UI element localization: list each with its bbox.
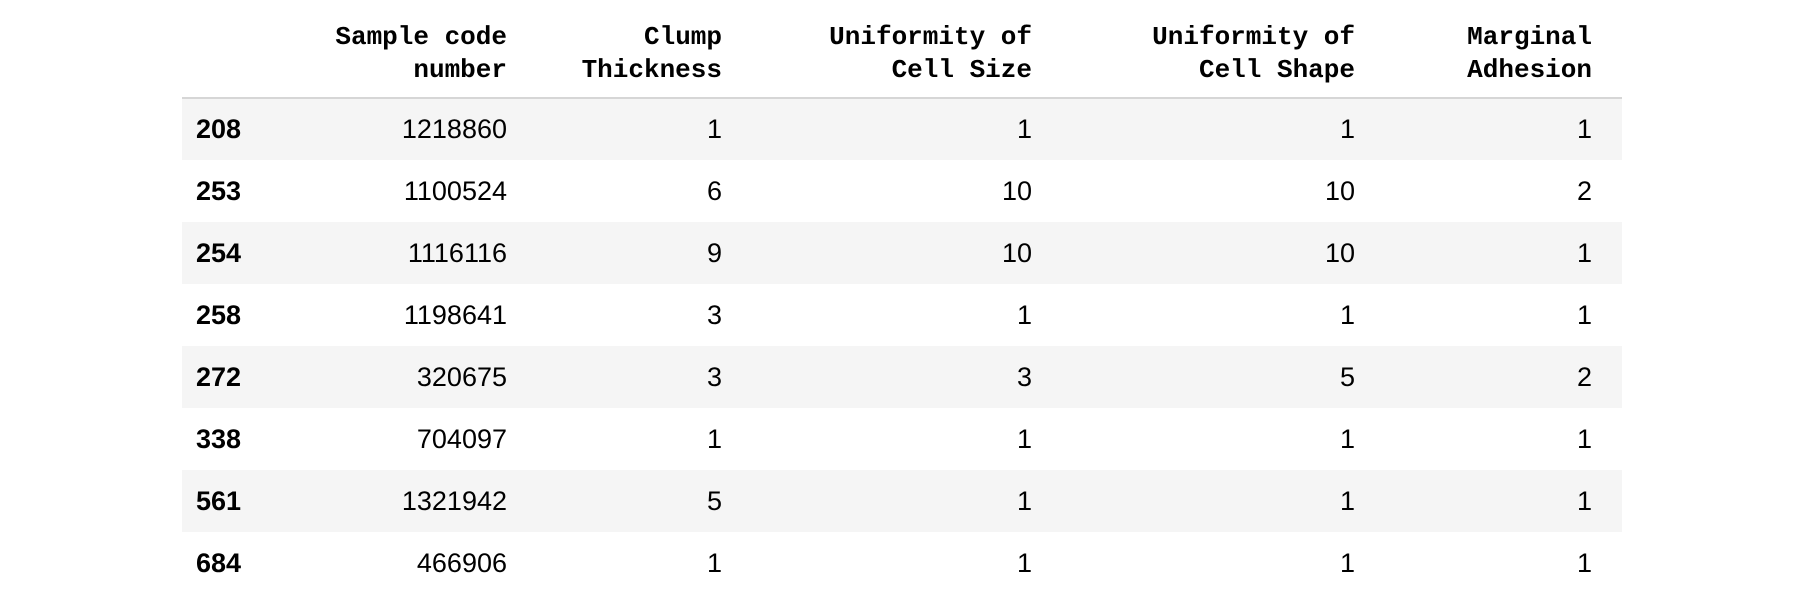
cell-uniformity-cell-shape: 10 — [1032, 160, 1355, 222]
table-row: 208 1218860 1 1 1 1 — [182, 98, 1622, 160]
cell-clump-thickness: 6 — [507, 160, 722, 222]
cell-uniformity-cell-size: 1 — [722, 98, 1032, 160]
table-body: 208 1218860 1 1 1 1 253 1100524 6 10 10 … — [182, 98, 1622, 594]
row-index: 258 — [182, 284, 264, 346]
column-header-uniformity-cell-shape: Uniformity of Cell Shape — [1032, 0, 1355, 99]
cell-uniformity-cell-shape: 10 — [1032, 222, 1355, 284]
header-line: Cell Size — [891, 55, 1032, 85]
cell-sample-code-number: 1100524 — [264, 160, 507, 222]
row-padding — [1592, 160, 1622, 222]
table-row: 684 466906 1 1 1 1 — [182, 532, 1622, 594]
cell-marginal-adhesion: 1 — [1355, 222, 1592, 284]
row-index: 561 — [182, 470, 264, 532]
column-header-clump-thickness: Clump Thickness — [507, 0, 722, 99]
row-padding — [1592, 532, 1622, 594]
row-index: 338 — [182, 408, 264, 470]
row-padding — [1592, 470, 1622, 532]
table-row: 272 320675 3 3 5 2 — [182, 346, 1622, 408]
row-padding — [1592, 346, 1622, 408]
header-line: Clump — [643, 22, 722, 52]
cell-clump-thickness: 3 — [507, 284, 722, 346]
table-row: 338 704097 1 1 1 1 — [182, 408, 1622, 470]
row-padding — [1592, 408, 1622, 470]
header-line: Marginal — [1467, 22, 1592, 52]
cell-sample-code-number: 1321942 — [264, 470, 507, 532]
column-header-sample-code-number: Sample code number — [264, 0, 507, 99]
cell-sample-code-number: 320675 — [264, 346, 507, 408]
cell-clump-thickness: 1 — [507, 408, 722, 470]
cell-marginal-adhesion: 2 — [1355, 160, 1592, 222]
row-padding — [1592, 222, 1622, 284]
cell-uniformity-cell-size: 10 — [722, 222, 1032, 284]
header-line: Adhesion — [1467, 55, 1592, 85]
index-header — [182, 0, 264, 99]
row-index: 272 — [182, 346, 264, 408]
column-header-uniformity-cell-size: Uniformity of Cell Size — [722, 0, 1032, 99]
cell-uniformity-cell-shape: 1 — [1032, 98, 1355, 160]
cell-sample-code-number: 1198641 — [264, 284, 507, 346]
header-line: number — [413, 55, 507, 85]
table-row: 254 1116116 9 10 10 1 — [182, 222, 1622, 284]
cell-clump-thickness: 9 — [507, 222, 722, 284]
table-row: 253 1100524 6 10 10 2 — [182, 160, 1622, 222]
cell-marginal-adhesion: 1 — [1355, 284, 1592, 346]
cell-uniformity-cell-size: 1 — [722, 470, 1032, 532]
dataframe-table: Sample code number Clump Thickness Unifo… — [182, 0, 1622, 594]
header-row: Sample code number Clump Thickness Unifo… — [182, 0, 1622, 99]
cell-uniformity-cell-size: 3 — [722, 346, 1032, 408]
cell-sample-code-number: 466906 — [264, 532, 507, 594]
header-line: Thickness — [581, 55, 722, 85]
cell-sample-code-number: 704097 — [264, 408, 507, 470]
header-line: Sample code — [335, 22, 507, 52]
row-padding — [1592, 284, 1622, 346]
cell-uniformity-cell-size: 10 — [722, 160, 1032, 222]
row-index: 684 — [182, 532, 264, 594]
table-header: Sample code number Clump Thickness Unifo… — [182, 0, 1622, 99]
cell-clump-thickness: 5 — [507, 470, 722, 532]
cell-sample-code-number: 1218860 — [264, 98, 507, 160]
cell-clump-thickness: 1 — [507, 532, 722, 594]
row-index: 253 — [182, 160, 264, 222]
cell-uniformity-cell-shape: 1 — [1032, 470, 1355, 532]
cell-uniformity-cell-size: 1 — [722, 284, 1032, 346]
cell-uniformity-cell-size: 1 — [722, 532, 1032, 594]
cell-uniformity-cell-shape: 1 — [1032, 532, 1355, 594]
header-line: Uniformity of — [829, 22, 1032, 52]
header-padding — [1592, 0, 1622, 99]
cell-clump-thickness: 1 — [507, 98, 722, 160]
cell-marginal-adhesion: 1 — [1355, 532, 1592, 594]
row-index: 254 — [182, 222, 264, 284]
cell-uniformity-cell-shape: 5 — [1032, 346, 1355, 408]
row-padding — [1592, 98, 1622, 160]
cell-uniformity-cell-size: 1 — [722, 408, 1032, 470]
cell-sample-code-number: 1116116 — [264, 222, 507, 284]
cell-marginal-adhesion: 1 — [1355, 408, 1592, 470]
cell-marginal-adhesion: 1 — [1355, 98, 1592, 160]
header-line: Cell Shape — [1198, 55, 1355, 85]
column-header-marginal-adhesion: Marginal Adhesion — [1355, 0, 1592, 99]
header-line: Uniformity of — [1152, 22, 1355, 52]
cell-marginal-adhesion: 2 — [1355, 346, 1592, 408]
row-index: 208 — [182, 98, 264, 160]
cell-clump-thickness: 3 — [507, 346, 722, 408]
table-row: 561 1321942 5 1 1 1 — [182, 470, 1622, 532]
cell-uniformity-cell-shape: 1 — [1032, 408, 1355, 470]
cell-uniformity-cell-shape: 1 — [1032, 284, 1355, 346]
cell-marginal-adhesion: 1 — [1355, 470, 1592, 532]
table-row: 258 1198641 3 1 1 1 — [182, 284, 1622, 346]
